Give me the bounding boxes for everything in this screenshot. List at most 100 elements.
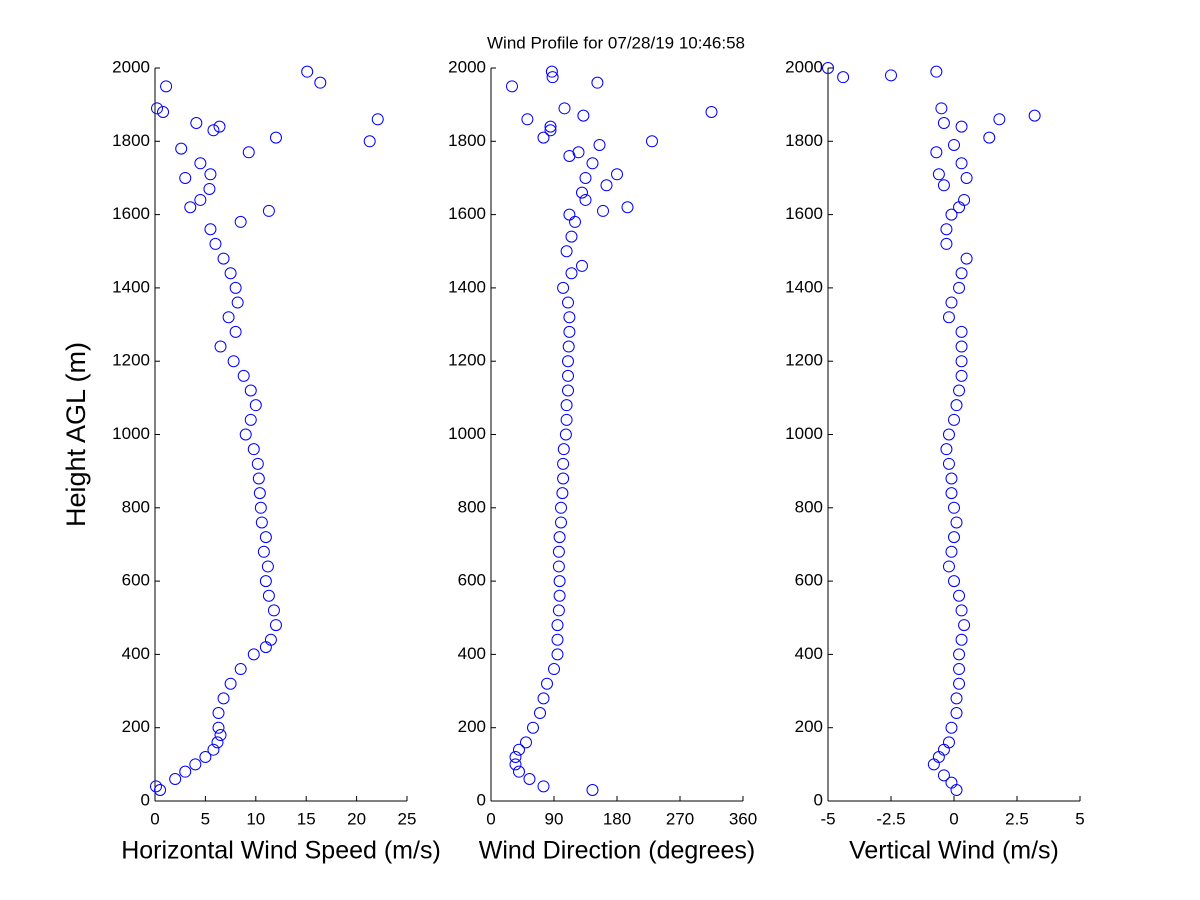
data-point — [537, 692, 550, 705]
x-axis-label: Horizontal Wind Speed (m/s) — [121, 837, 441, 865]
data-point — [953, 589, 966, 602]
data-point — [950, 707, 963, 720]
data-point — [822, 62, 834, 74]
y-tick-label: 400 — [458, 644, 486, 663]
data-point — [945, 208, 958, 221]
data-point — [262, 204, 275, 217]
data-point — [955, 369, 968, 382]
y-tick-label: 800 — [458, 497, 486, 516]
data-point — [546, 71, 559, 84]
data-point — [179, 765, 192, 778]
y-tick-label: 1600 — [448, 204, 486, 223]
x-tick-label: 0 — [949, 809, 958, 828]
data-point — [253, 487, 266, 500]
y-tick-label: 400 — [122, 644, 150, 663]
data-point — [935, 102, 948, 115]
y-tick-label: 800 — [122, 497, 150, 516]
y-tick-label: 1400 — [785, 277, 823, 296]
data-point — [214, 340, 227, 353]
data-point — [597, 204, 609, 217]
data-point — [204, 168, 217, 181]
data-point — [586, 157, 599, 170]
y-tick-label: 2000 — [448, 57, 486, 76]
data-point — [527, 721, 539, 734]
y-axis-label: Height AGL (m) — [61, 342, 91, 527]
data-point — [948, 501, 960, 514]
data-point — [556, 487, 569, 500]
data-point — [151, 102, 164, 115]
data-point — [553, 575, 566, 588]
data-point — [150, 780, 163, 793]
y-tick-label: 1200 — [448, 351, 486, 370]
data-point — [267, 604, 280, 617]
x-tick-label: 0 — [486, 809, 495, 828]
x-tick-label: 5 — [1075, 809, 1084, 828]
data-point — [157, 105, 170, 118]
data-point — [557, 281, 570, 294]
data-point — [229, 281, 242, 294]
data-point — [301, 65, 314, 78]
data-point — [234, 663, 247, 676]
data-point — [552, 604, 565, 617]
data-point — [950, 516, 963, 529]
data-point — [942, 457, 955, 470]
data-point — [955, 157, 968, 170]
data-point — [189, 758, 202, 771]
y-tick-label: 1400 — [448, 277, 486, 296]
y-tick-label: 600 — [122, 571, 150, 590]
data-point — [239, 428, 252, 441]
data-point — [559, 428, 572, 441]
data-point — [563, 311, 576, 324]
data-point — [562, 355, 574, 368]
y-tick-label: 600 — [795, 571, 823, 590]
data-point — [234, 215, 247, 228]
data-point — [1028, 109, 1041, 122]
data-point — [551, 648, 564, 661]
y-tick-label: 200 — [795, 717, 823, 736]
y-tick-label: 1800 — [785, 131, 823, 150]
data-point — [190, 116, 203, 129]
data-point — [194, 157, 207, 170]
data-point — [950, 399, 963, 412]
data-point — [948, 575, 960, 588]
data-point — [269, 619, 282, 632]
y-tick-label: 1600 — [112, 204, 150, 223]
data-point — [930, 146, 943, 159]
data-point — [942, 736, 955, 749]
data-point — [953, 281, 966, 294]
data-point — [586, 784, 599, 797]
x-tick-label: -2.5 — [876, 809, 905, 828]
data-point — [509, 758, 522, 771]
data-point — [555, 516, 567, 529]
data-point — [544, 120, 557, 133]
data-point — [217, 252, 230, 265]
data-point — [983, 131, 996, 144]
data-point — [572, 146, 585, 159]
data-point — [520, 736, 532, 749]
data-point — [885, 69, 897, 82]
data-point — [252, 472, 265, 485]
data-point — [557, 443, 570, 456]
data-point — [953, 384, 966, 397]
data-point — [945, 472, 958, 485]
data-point — [314, 76, 327, 89]
data-point — [213, 120, 226, 133]
data-point — [593, 138, 606, 151]
data-point — [993, 113, 1006, 126]
data-point — [211, 736, 224, 749]
data-point — [537, 780, 550, 793]
y-tick-label: 0 — [477, 790, 486, 809]
data-point — [209, 237, 222, 250]
data-point — [557, 472, 570, 485]
data-point — [558, 102, 571, 115]
data-point — [579, 193, 592, 206]
data-point — [264, 633, 277, 646]
data-point — [955, 267, 968, 280]
data-point — [942, 311, 955, 324]
x-tick-label: 5 — [201, 809, 210, 828]
y-tick-label: 600 — [458, 571, 486, 590]
data-point — [214, 729, 227, 742]
data-point — [363, 135, 376, 148]
y-tick-label: 0 — [814, 790, 823, 809]
